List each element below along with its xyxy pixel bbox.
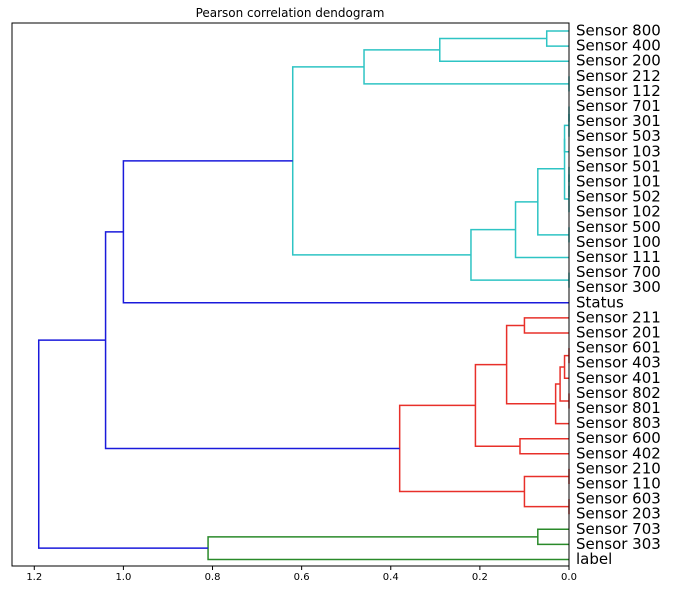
dendrogram-link [398,404,525,493]
dendrogram-link [470,228,569,281]
dendrogram-link [523,475,569,508]
dendrogram-link [439,37,569,62]
leaf-label: Sensor 301 [576,112,661,130]
dendrogram-links [37,30,570,561]
leaf-label: Sensor 303 [576,535,661,553]
leaf-label: Sensor 402 [576,444,661,462]
leaf-label: Sensor 700 [576,263,661,281]
leaf-label: Sensor 103 [576,142,661,160]
x-tick-label: 0.8 [205,572,221,583]
plot-area-frame [11,22,570,567]
leaf-label: Sensor 400 [576,37,661,55]
leaf-label: Sensor 212 [576,67,661,85]
leaf-label: Sensor 210 [576,459,661,477]
leaf-label: Sensor 112 [576,82,661,100]
leaf-label: Sensor 703 [576,520,661,538]
leaf-label: Sensor 300 [576,278,661,296]
x-tick-label: 0.6 [294,572,310,583]
dendrogram-link [122,160,569,304]
leaf-label: Sensor 110 [576,475,661,493]
x-tick-label: 0.0 [561,572,577,583]
leaf-label: Sensor 102 [576,203,661,221]
leaf-label: Sensor 601 [576,339,661,357]
leaf-label: Sensor 503 [576,127,661,145]
dendrogram-link [545,30,569,47]
x-tick-label: 0.4 [383,572,399,583]
dendrogram-link [104,231,400,450]
dendrogram-link [505,324,556,405]
leaf-label: Sensor 211 [576,308,661,326]
leaf-label: Sensor 201 [576,324,661,342]
dendrogram-link [207,536,569,561]
leaf-label: Sensor 111 [576,248,661,266]
x-tick-label: 0.2 [472,572,488,583]
dendrogram-link [474,363,520,447]
leaf-label: Sensor 200 [576,52,661,70]
leaf-label: Sensor 401 [576,369,661,387]
leaf-label: Sensor 701 [576,97,661,115]
leaf-label: Sensor 800 [576,22,661,40]
leaf-label: Sensor 501 [576,157,661,175]
leaf-label: Sensor 500 [576,218,661,236]
x-axis-ticks: 1.2 1.0 0.8 0.6 0.4 0.2 0.0 [26,566,577,583]
leaf-label: Sensor 603 [576,490,661,508]
dendrogram-link [363,49,569,85]
leaf-label: Status [576,293,624,311]
dendrogram-link [519,437,569,455]
leaf-label: Sensor 502 [576,188,661,206]
leaf-label: label [576,550,612,568]
dendrogram-link [523,317,569,334]
leaf-label: Sensor 801 [576,399,661,417]
leaf-label: Sensor 100 [576,233,661,251]
x-tick-label: 1.0 [115,572,131,583]
dendrogram-link [514,201,569,259]
dendrogram-link [37,339,209,549]
dendrogram-link [291,66,471,256]
x-tick-label: 1.2 [26,572,42,583]
dendrogram-link [554,383,569,425]
chart-title: Pearson correlation dendogram [196,6,385,20]
dendrogram-link [563,138,569,200]
leaf-label: Sensor 403 [576,354,661,372]
leaf-label: Sensor 101 [576,173,661,191]
leaf-label: Sensor 802 [576,384,661,402]
leaf-label: Sensor 203 [576,505,661,523]
leaf-label: Sensor 803 [576,414,661,432]
dendrogram-link [537,528,569,546]
leaf-label: Sensor 600 [576,429,661,447]
